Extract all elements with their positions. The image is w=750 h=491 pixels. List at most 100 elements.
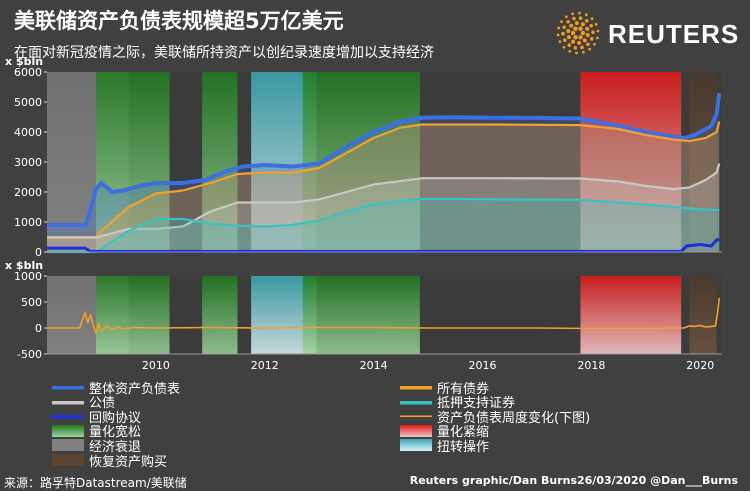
logo-dot xyxy=(585,26,590,31)
logo-dot xyxy=(573,35,578,40)
treasuries-area xyxy=(47,163,720,252)
qe-band xyxy=(302,276,420,354)
logo-dot xyxy=(590,17,594,21)
orange-line-icon xyxy=(400,381,432,393)
credit-note: Reuters graphic/Dan Burns26/03/2020 @Dan… xyxy=(409,474,738,487)
logo-dot xyxy=(562,45,566,49)
legend-label: 资产负债表周度变化(下图) xyxy=(437,410,591,426)
logo-dot xyxy=(584,13,588,17)
legend-item: 所有债券 xyxy=(400,380,490,397)
logo-dot xyxy=(588,47,592,51)
legend-item: 量化宽松 xyxy=(52,424,141,440)
x-tick-label: 2010 xyxy=(142,359,170,372)
logo-dot xyxy=(571,12,575,16)
logo-dot xyxy=(564,15,568,19)
x-tick-label: 2014 xyxy=(360,359,388,372)
logo-dot xyxy=(577,40,582,45)
brown-band-icon xyxy=(52,454,84,466)
tightening-band xyxy=(580,276,682,354)
logo-dot xyxy=(586,42,590,47)
x-tick-label: 2020 xyxy=(686,359,714,372)
legend-item: 量化紧缩 xyxy=(400,424,490,441)
y-tick-label: 500 xyxy=(21,296,42,309)
logo-dot xyxy=(563,38,567,42)
logo-dot xyxy=(562,25,566,29)
logo-dot xyxy=(561,31,565,36)
y-tick-label: 1000 xyxy=(14,270,42,283)
legend-label: 扭转操作 xyxy=(437,439,490,455)
repo-line xyxy=(47,237,720,253)
logo-dot xyxy=(593,42,596,46)
red-band-icon xyxy=(400,424,432,437)
legend-item: 恢复资产购买 xyxy=(52,453,168,470)
source-note: 来源：路孚特Datastream/美联储 xyxy=(4,476,187,490)
tightening-band xyxy=(580,72,682,252)
legend-label: 量化紧缩 xyxy=(437,425,490,441)
logo-dot xyxy=(585,32,590,37)
logo-dot xyxy=(570,30,576,36)
logo-dot xyxy=(573,45,578,50)
logo-dot xyxy=(595,36,599,40)
reuters-logo-text: REUTERS xyxy=(608,19,740,49)
green-band-icon xyxy=(52,424,84,437)
qe-band xyxy=(202,72,238,252)
x-tick-label: 2016 xyxy=(468,359,496,372)
legend-label: 所有债券 xyxy=(437,381,490,397)
cyan-band-icon xyxy=(400,439,432,452)
legend-label: 公债 xyxy=(89,396,116,412)
legend-label: 回购协议 xyxy=(89,410,142,426)
panel-2: 1000 500 0 -500 x $bln xyxy=(5,259,722,361)
weekly_change-line xyxy=(47,297,721,334)
treasuries-line xyxy=(47,163,721,239)
logo-dot xyxy=(575,51,578,55)
logo-dot xyxy=(596,29,600,33)
logo-dot xyxy=(584,19,589,23)
mbs-line xyxy=(47,197,720,254)
logo-dot xyxy=(580,45,584,50)
logo-dot xyxy=(566,19,570,24)
legend-item: 经济衰退 xyxy=(52,438,142,455)
blue-line-icon xyxy=(52,381,84,393)
y-tick-label: 3000 xyxy=(14,156,42,169)
legend-item: 抵押支持证券 xyxy=(400,395,516,412)
all_bonds-area xyxy=(47,121,720,252)
orange-thin-line-icon xyxy=(400,410,432,423)
legend: 整体资产负债表 公债 回购协议 量化宽松 经济衰退 恢复资产购买 所有债券 抵押支持证券 资产负… xyxy=(52,380,612,472)
reuters-dot-burst-icon xyxy=(556,11,600,55)
y-tick-label: 4000 xyxy=(14,126,42,139)
legend-item: 回购协议 xyxy=(52,409,142,426)
logo-dot xyxy=(571,39,576,44)
logo-dot xyxy=(556,33,560,37)
logo-dot xyxy=(578,16,583,21)
logo-dot xyxy=(566,29,571,34)
y-tick-label: 0 xyxy=(35,322,42,335)
logo-dot xyxy=(560,20,563,24)
legend-item: 扭转操作 xyxy=(400,438,490,455)
panel-1: 6000 5000 4000 3000 2000 1000 0 x $bln xyxy=(5,55,722,259)
logo-dot xyxy=(574,21,579,26)
y-tick-label: 5000 xyxy=(14,96,42,109)
legend-label: 经济衰退 xyxy=(89,439,142,455)
legend-label: 整体资产负债表 xyxy=(89,381,181,397)
logo-dot xyxy=(567,43,572,47)
y-tick-label: 6000 xyxy=(14,66,42,79)
logo-dot xyxy=(580,22,585,27)
reinvest-band xyxy=(689,72,717,252)
all_bonds-line xyxy=(47,121,721,239)
logo-dot xyxy=(582,38,587,43)
y-tick-label: -500 xyxy=(17,348,42,361)
logo-dot xyxy=(568,49,572,53)
logo-dot xyxy=(581,50,585,54)
total_assets-line xyxy=(47,92,722,227)
legend-item: 公债 xyxy=(52,395,116,412)
legend-label: 抵押支持证券 xyxy=(437,396,516,412)
y-tick-label: 0 xyxy=(35,246,42,259)
logo-dot xyxy=(578,35,583,40)
logo-dot xyxy=(578,11,581,15)
logo-dot xyxy=(569,23,574,28)
qe-band xyxy=(95,72,170,252)
teal-line-icon xyxy=(400,395,432,408)
legend-label: 恢复资产购买 xyxy=(89,454,168,470)
logo-dot xyxy=(589,24,593,28)
reuters-logo: REUTERS xyxy=(556,11,742,55)
